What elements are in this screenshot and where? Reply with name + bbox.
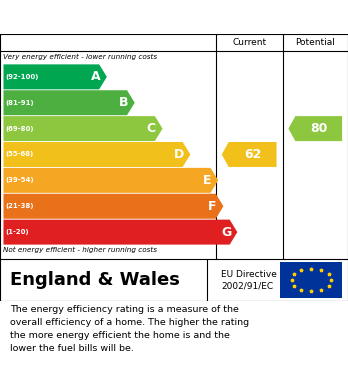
Text: G: G [221,226,231,239]
Bar [280,262,342,298]
Text: Current: Current [232,38,266,47]
Polygon shape [3,194,223,219]
Text: A: A [91,70,101,83]
Text: Energy Efficiency Rating: Energy Efficiency Rating [10,11,220,25]
Polygon shape [288,116,342,141]
Text: 2002/91/EC: 2002/91/EC [221,282,273,291]
Text: Potential: Potential [295,38,335,47]
Text: EU Directive: EU Directive [221,271,277,280]
Polygon shape [3,116,163,141]
Text: (69-80): (69-80) [5,126,34,132]
Text: Very energy efficient - lower running costs: Very energy efficient - lower running co… [3,54,158,60]
Text: C: C [147,122,156,135]
Polygon shape [3,220,237,245]
Text: (1-20): (1-20) [5,229,29,235]
Text: (81-91): (81-91) [5,100,34,106]
Text: D: D [174,148,184,161]
Text: (92-100): (92-100) [5,74,39,80]
Text: (39-54): (39-54) [5,178,34,183]
Text: 62: 62 [244,148,261,161]
Text: (55-68): (55-68) [5,151,33,158]
Polygon shape [222,142,277,167]
Text: (21-38): (21-38) [5,203,34,209]
Text: B: B [119,96,128,109]
Text: E: E [203,174,211,187]
Text: Not energy efficient - higher running costs: Not energy efficient - higher running co… [3,247,158,253]
Polygon shape [3,142,190,167]
Polygon shape [3,90,135,115]
Text: The energy efficiency rating is a measure of the
overall efficiency of a home. T: The energy efficiency rating is a measur… [10,305,250,353]
Polygon shape [3,65,107,90]
Text: F: F [208,200,216,213]
Text: England & Wales: England & Wales [10,271,180,289]
Text: 80: 80 [310,122,327,135]
Polygon shape [3,168,218,193]
